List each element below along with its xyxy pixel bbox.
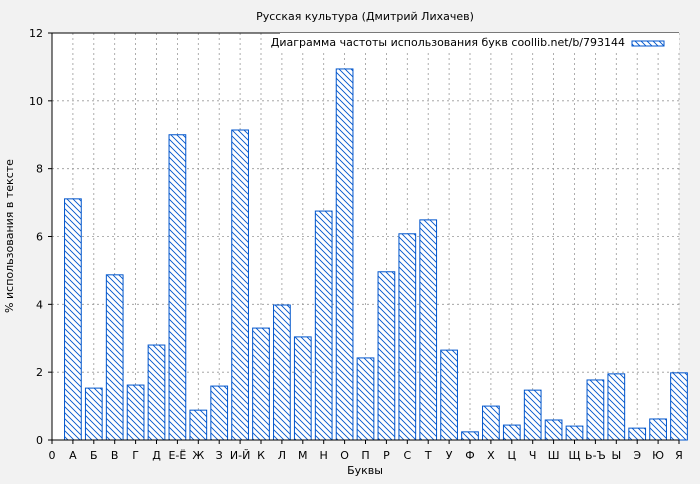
bar-Ц — [502, 424, 521, 441]
x-tick-label: О — [340, 449, 349, 462]
bar-Е-Ё — [168, 134, 187, 441]
x-tick-label: В — [111, 449, 119, 462]
x-tick-label: К — [257, 449, 265, 462]
y-tick-label: 12 — [29, 27, 43, 40]
x-tick-label: Ц — [508, 449, 517, 462]
bar-З — [210, 385, 229, 441]
y-tick-label: 4 — [36, 298, 43, 311]
y-tick-label: 2 — [36, 366, 43, 379]
bar-Ч — [523, 389, 542, 441]
x-tick-label: У — [446, 449, 453, 462]
x-tick-label: С — [403, 449, 411, 462]
bar-Г — [126, 384, 145, 441]
legend: Диаграмма частоты использования букв coo… — [271, 33, 679, 51]
x-tick-label: М — [298, 449, 308, 462]
bar-П — [356, 357, 375, 441]
x-tick-label: Е-Ё — [168, 449, 186, 462]
bar-А — [64, 198, 82, 441]
bar-Щ — [565, 425, 584, 441]
bar-В — [105, 274, 124, 441]
bar-И-Й — [231, 129, 249, 441]
bar-Ш — [544, 419, 563, 441]
bar-М — [293, 336, 312, 441]
x-tick-label: А — [69, 449, 77, 462]
x-tick-label: Ю — [652, 449, 664, 462]
bar-С — [398, 233, 417, 441]
bar-Ь-Ъ — [586, 379, 605, 441]
legend-label: Диаграмма частоты использования букв coo… — [271, 36, 625, 49]
y-tick-label: 6 — [36, 231, 43, 244]
y-tick-label: 8 — [36, 163, 43, 176]
bar-Ж — [189, 409, 208, 441]
bar-Ю — [649, 418, 667, 441]
bar-О — [335, 68, 354, 441]
x-tick-label: 0 — [49, 449, 56, 462]
bar-Х — [482, 405, 500, 441]
bar-К — [252, 327, 270, 441]
bar-Я — [670, 372, 688, 441]
bar-Ф — [461, 431, 479, 441]
bar-Н — [314, 210, 333, 441]
bar-Д — [147, 344, 166, 441]
x-tick-label: Ш — [548, 449, 560, 462]
x-tick-label: Ы — [611, 449, 621, 462]
x-axis-label: Буквы — [347, 464, 383, 477]
x-tick-label: З — [216, 449, 223, 462]
x-tick-label: Т — [424, 449, 432, 462]
x-tick-label: Д — [152, 449, 161, 462]
x-tick-label: Щ — [568, 449, 580, 462]
x-tick-label: И-Й — [230, 449, 250, 462]
bar-Б — [84, 387, 103, 441]
bar-Р — [377, 271, 396, 441]
x-tick-label: Ь-Ъ — [585, 449, 606, 462]
x-tick-label: Я — [675, 449, 683, 462]
x-tick-label: П — [361, 449, 369, 462]
x-tick-label: Г — [132, 449, 139, 462]
x-tick-label: Ж — [192, 449, 204, 462]
x-tick-label: Л — [278, 449, 286, 462]
x-tick-label: Б — [90, 449, 98, 462]
x-tick-label: Х — [487, 449, 495, 462]
bar-Ы — [607, 373, 626, 441]
y-tick-label: 10 — [29, 95, 43, 108]
bar-Л — [273, 304, 291, 441]
bar-Э — [628, 427, 647, 441]
legend-swatch — [631, 40, 665, 47]
bar-У — [440, 349, 458, 441]
x-tick-label: Р — [383, 449, 390, 462]
x-tick-label: Ф — [465, 449, 474, 462]
y-axis-label: % использования в тексте — [3, 159, 16, 313]
y-tick-label: 0 — [36, 434, 43, 447]
bar-Т — [419, 219, 438, 441]
x-tick-label: Ч — [529, 449, 537, 462]
chart-title: Русская культура (Дмитрий Лихачев) — [256, 10, 474, 23]
x-tick-label: Н — [320, 449, 328, 462]
x-tick-label: Э — [633, 449, 641, 462]
